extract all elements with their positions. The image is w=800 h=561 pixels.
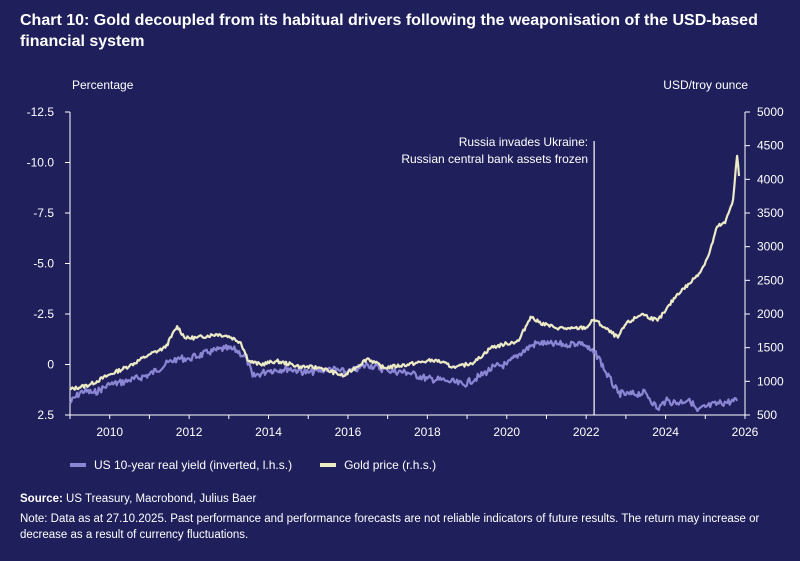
right-tick-label: 1000 (757, 374, 784, 388)
left-tick-label: -10.0 (27, 156, 55, 170)
legend-item-yield: US 10-year real yield (inverted, l.h.s.) (70, 458, 292, 472)
legend-label-gold: Gold price (r.h.s.) (344, 458, 437, 472)
right-axis-ticks: 500 1000 1500 2000 2500 3000 3500 4000 4500 5000 (745, 105, 784, 422)
right-tick-label: 4500 (757, 139, 784, 153)
x-tick-label: 2024 (652, 425, 679, 439)
left-tick-label: -5.0 (33, 257, 54, 271)
note-text: Note: Data as at 27.10.2025. Past perfor… (20, 513, 760, 541)
x-tick-label: 2012 (176, 425, 203, 439)
annotation-text-line2: Russian central bank assets frozen (401, 152, 588, 166)
right-tick-label: 5000 (757, 105, 784, 119)
legend: US 10-year real yield (inverted, l.h.s.)… (70, 458, 436, 472)
left-axis-ticks: -12.5 -10.0 -7.5 -5.0 -2.5 0 2.5 (27, 105, 70, 422)
right-tick-label: 3000 (757, 240, 784, 254)
x-tick-label: 2026 (732, 425, 759, 439)
series-line-yield (69, 339, 739, 413)
right-tick-label: 4000 (757, 172, 784, 186)
x-axis-ticks: 2010 2012 2014 2016 2018 2020 2022 2024 2026 (69, 415, 759, 439)
annotation-text-line1: Russia invades Ukraine: (459, 135, 588, 149)
left-tick-label: 2.5 (37, 408, 54, 422)
right-tick-label: 500 (757, 408, 777, 422)
source-line: Source: US Treasury, Macrobond, Julius B… (20, 493, 256, 505)
x-tick-label: 2020 (493, 425, 520, 439)
legend-swatch-gold (320, 463, 337, 467)
legend-label-yield: US 10-year real yield (inverted, l.h.s.) (94, 458, 293, 472)
chart-title: Chart 10: Gold decoupled from its habitu… (20, 12, 758, 50)
left-axis-title: Percentage (72, 78, 134, 92)
right-axis-title: USD/troy ounce (663, 78, 748, 92)
x-tick-label: 2022 (573, 425, 600, 439)
left-tick-label: -7.5 (33, 206, 54, 220)
right-tick-label: 2000 (757, 307, 784, 321)
right-tick-label: 3500 (757, 206, 784, 220)
x-tick-label: 2014 (255, 425, 282, 439)
right-tick-label: 1500 (757, 341, 784, 355)
x-tick-label: 2010 (96, 425, 123, 439)
right-tick-label: 2500 (757, 273, 784, 287)
left-tick-label: -2.5 (33, 307, 54, 321)
source-text: US Treasury, Macrobond, Julius Baer (62, 493, 257, 505)
series-line-gold (69, 154, 741, 391)
legend-swatch-yield (70, 463, 86, 467)
left-tick-label: 0 (47, 358, 54, 372)
legend-item-gold: Gold price (r.h.s.) (320, 458, 436, 472)
x-tick-label: 2016 (335, 425, 362, 439)
source-label: Source: (20, 493, 63, 505)
left-tick-label: -12.5 (27, 105, 55, 119)
x-tick-label: 2018 (414, 425, 441, 439)
